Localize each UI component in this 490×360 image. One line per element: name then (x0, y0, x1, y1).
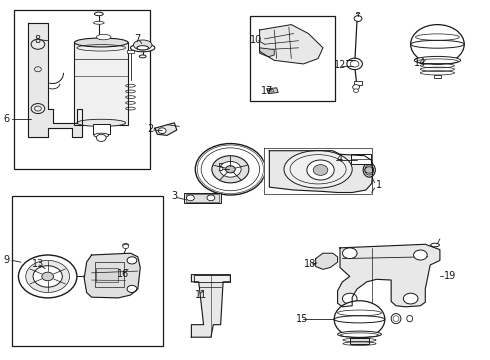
Bar (95, 262, 124, 287)
Circle shape (97, 134, 106, 141)
Polygon shape (267, 88, 278, 94)
Ellipse shape (84, 274, 88, 279)
Polygon shape (338, 244, 440, 307)
Text: 17: 17 (261, 86, 273, 96)
Text: 10: 10 (250, 35, 262, 45)
Polygon shape (316, 253, 338, 269)
Circle shape (414, 250, 427, 260)
Bar (184, 193, 220, 203)
Ellipse shape (269, 89, 274, 92)
Bar (186, 194, 219, 202)
Circle shape (334, 301, 385, 338)
Circle shape (313, 165, 328, 175)
Ellipse shape (94, 133, 109, 138)
Bar (127, 50, 134, 53)
Bar (250, 16, 335, 102)
Circle shape (365, 167, 374, 173)
Circle shape (354, 89, 359, 93)
Bar (97, 267, 118, 282)
Ellipse shape (94, 21, 104, 24)
Text: 11: 11 (196, 290, 208, 300)
Circle shape (127, 285, 137, 293)
Circle shape (225, 166, 235, 173)
Text: 9: 9 (4, 255, 10, 265)
Bar (14, 10, 150, 169)
Text: 15: 15 (295, 314, 308, 324)
Circle shape (411, 24, 464, 64)
Bar (350, 338, 369, 344)
Circle shape (158, 128, 166, 134)
Text: 4: 4 (337, 154, 343, 164)
Ellipse shape (407, 315, 413, 322)
Bar (93, 124, 110, 134)
Bar (194, 275, 230, 282)
Ellipse shape (122, 244, 128, 247)
Ellipse shape (363, 163, 375, 177)
Ellipse shape (415, 57, 461, 64)
Polygon shape (270, 151, 373, 193)
Ellipse shape (431, 243, 440, 247)
Text: 7: 7 (134, 33, 140, 44)
Circle shape (33, 266, 62, 287)
Circle shape (343, 293, 357, 304)
Polygon shape (265, 148, 372, 194)
Text: 5: 5 (217, 163, 223, 173)
Circle shape (403, 293, 418, 304)
Polygon shape (28, 23, 82, 137)
Text: 19: 19 (444, 271, 456, 282)
Ellipse shape (356, 13, 360, 14)
Circle shape (220, 161, 241, 177)
Text: 1: 1 (375, 180, 382, 190)
Ellipse shape (130, 44, 155, 52)
Ellipse shape (338, 331, 381, 338)
Bar (354, 81, 363, 85)
Circle shape (353, 85, 360, 90)
Text: 13: 13 (31, 259, 44, 269)
Text: 16: 16 (117, 269, 129, 279)
Circle shape (212, 156, 249, 183)
Text: 6: 6 (4, 114, 10, 124)
Text: 3: 3 (171, 192, 177, 202)
Ellipse shape (137, 46, 148, 50)
Circle shape (19, 255, 77, 298)
Bar (434, 75, 441, 78)
Circle shape (187, 195, 195, 201)
Text: 8: 8 (34, 35, 41, 45)
Circle shape (347, 58, 363, 69)
Polygon shape (260, 24, 323, 64)
Circle shape (196, 144, 266, 195)
Circle shape (26, 260, 70, 293)
Bar (351, 154, 371, 164)
Bar (74, 42, 128, 125)
Circle shape (122, 244, 128, 249)
Text: 14: 14 (414, 58, 426, 68)
Ellipse shape (74, 38, 128, 47)
Ellipse shape (284, 150, 352, 188)
Bar (12, 196, 163, 346)
Ellipse shape (133, 40, 152, 50)
Ellipse shape (139, 55, 146, 58)
Text: 12: 12 (334, 60, 346, 70)
Ellipse shape (77, 119, 125, 126)
Polygon shape (192, 275, 230, 337)
Circle shape (127, 257, 137, 264)
Circle shape (207, 195, 215, 201)
Text: 18: 18 (304, 259, 317, 269)
Ellipse shape (391, 314, 401, 324)
Circle shape (354, 16, 362, 21)
Circle shape (343, 248, 357, 258)
Ellipse shape (95, 12, 103, 16)
Circle shape (42, 272, 53, 281)
Polygon shape (84, 253, 140, 298)
Ellipse shape (97, 35, 111, 40)
Polygon shape (260, 48, 274, 57)
Circle shape (307, 160, 334, 180)
Text: 2: 2 (147, 124, 154, 134)
Polygon shape (155, 123, 177, 135)
Circle shape (350, 61, 359, 67)
Ellipse shape (365, 165, 374, 175)
